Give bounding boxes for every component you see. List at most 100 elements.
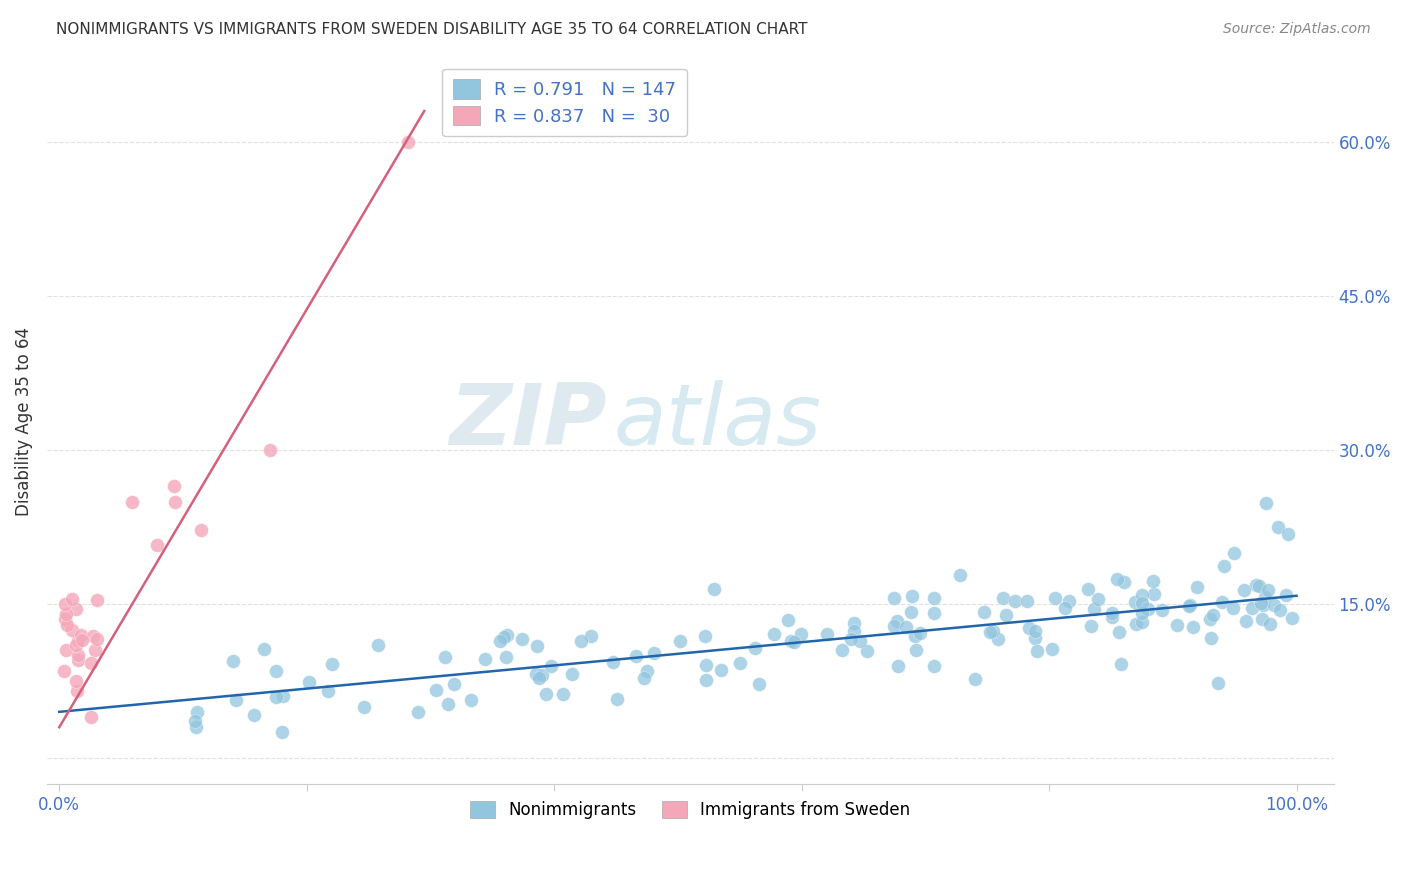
Point xyxy=(1274,588,1296,602)
Point xyxy=(53,597,76,611)
Point xyxy=(1202,607,1225,622)
Point xyxy=(924,606,946,620)
Point xyxy=(1101,606,1123,620)
Point xyxy=(184,714,207,728)
Point xyxy=(831,642,853,657)
Point xyxy=(1077,582,1099,597)
Legend: Nonimmigrants, Immigrants from Sweden: Nonimmigrants, Immigrants from Sweden xyxy=(464,795,917,826)
Point xyxy=(1201,631,1223,645)
Point xyxy=(253,642,276,657)
Point xyxy=(163,478,186,492)
Point xyxy=(86,593,108,607)
Point xyxy=(66,632,89,647)
Point xyxy=(52,664,75,678)
Point xyxy=(624,648,647,663)
Point xyxy=(1143,587,1166,601)
Point xyxy=(606,691,628,706)
Point xyxy=(602,655,624,669)
Point xyxy=(55,607,77,622)
Point xyxy=(636,664,658,678)
Point xyxy=(271,725,294,739)
Point xyxy=(271,689,294,703)
Point xyxy=(82,629,104,643)
Point xyxy=(1142,574,1164,588)
Point xyxy=(844,615,866,630)
Point xyxy=(321,657,343,671)
Point xyxy=(1212,559,1234,574)
Point xyxy=(65,638,87,652)
Point xyxy=(748,677,770,691)
Point xyxy=(53,612,76,626)
Point xyxy=(1130,607,1153,621)
Point xyxy=(526,639,548,653)
Point xyxy=(991,591,1014,605)
Point xyxy=(69,628,91,642)
Point xyxy=(1108,625,1130,640)
Point xyxy=(1180,598,1202,612)
Point xyxy=(488,634,510,648)
Point xyxy=(1123,595,1146,609)
Text: Source: ZipAtlas.com: Source: ZipAtlas.com xyxy=(1223,22,1371,37)
Point xyxy=(60,623,83,637)
Point xyxy=(1206,676,1229,690)
Text: atlas: atlas xyxy=(613,380,821,463)
Point xyxy=(762,627,785,641)
Point xyxy=(145,538,167,552)
Point xyxy=(849,633,872,648)
Point xyxy=(66,684,89,698)
Point xyxy=(495,650,517,665)
Point xyxy=(474,652,496,666)
Point xyxy=(1112,574,1135,589)
Point xyxy=(436,697,458,711)
Point xyxy=(80,656,103,670)
Point xyxy=(844,624,866,639)
Point xyxy=(790,626,813,640)
Point xyxy=(994,607,1017,622)
Point xyxy=(965,672,987,686)
Point xyxy=(163,495,186,509)
Point xyxy=(264,664,287,678)
Point xyxy=(186,705,208,719)
Y-axis label: Disability Age 35 to 64: Disability Age 35 to 64 xyxy=(15,327,32,516)
Point xyxy=(744,641,766,656)
Point xyxy=(1254,496,1277,510)
Point xyxy=(887,659,910,673)
Point xyxy=(222,654,245,668)
Point xyxy=(1263,598,1285,612)
Text: NONIMMIGRANTS VS IMMIGRANTS FROM SWEDEN DISABILITY AGE 35 TO 64 CORRELATION CHAR: NONIMMIGRANTS VS IMMIGRANTS FROM SWEDEN … xyxy=(56,22,807,37)
Point xyxy=(1211,595,1233,609)
Point xyxy=(190,523,212,537)
Point xyxy=(316,683,339,698)
Point xyxy=(730,656,752,670)
Point xyxy=(883,591,905,606)
Point xyxy=(922,591,945,606)
Point xyxy=(1267,520,1289,534)
Point xyxy=(1258,617,1281,632)
Point xyxy=(1130,596,1153,610)
Point xyxy=(1087,592,1109,607)
Point xyxy=(1250,596,1272,610)
Point xyxy=(1150,602,1173,616)
Point xyxy=(531,668,554,682)
Point xyxy=(367,638,389,652)
Point xyxy=(406,706,429,720)
Point xyxy=(856,644,879,658)
Point xyxy=(1198,612,1220,626)
Point xyxy=(425,682,447,697)
Point xyxy=(527,671,550,685)
Point xyxy=(443,677,465,691)
Point xyxy=(1178,599,1201,614)
Point xyxy=(551,687,574,701)
Point xyxy=(1130,588,1153,602)
Point xyxy=(1253,598,1275,612)
Point xyxy=(495,628,517,642)
Point xyxy=(1132,615,1154,629)
Point xyxy=(540,658,562,673)
Point xyxy=(186,720,208,734)
Point xyxy=(83,642,105,657)
Point xyxy=(886,614,908,628)
Point xyxy=(121,494,143,508)
Point xyxy=(65,673,87,688)
Point xyxy=(569,633,592,648)
Point xyxy=(883,619,905,633)
